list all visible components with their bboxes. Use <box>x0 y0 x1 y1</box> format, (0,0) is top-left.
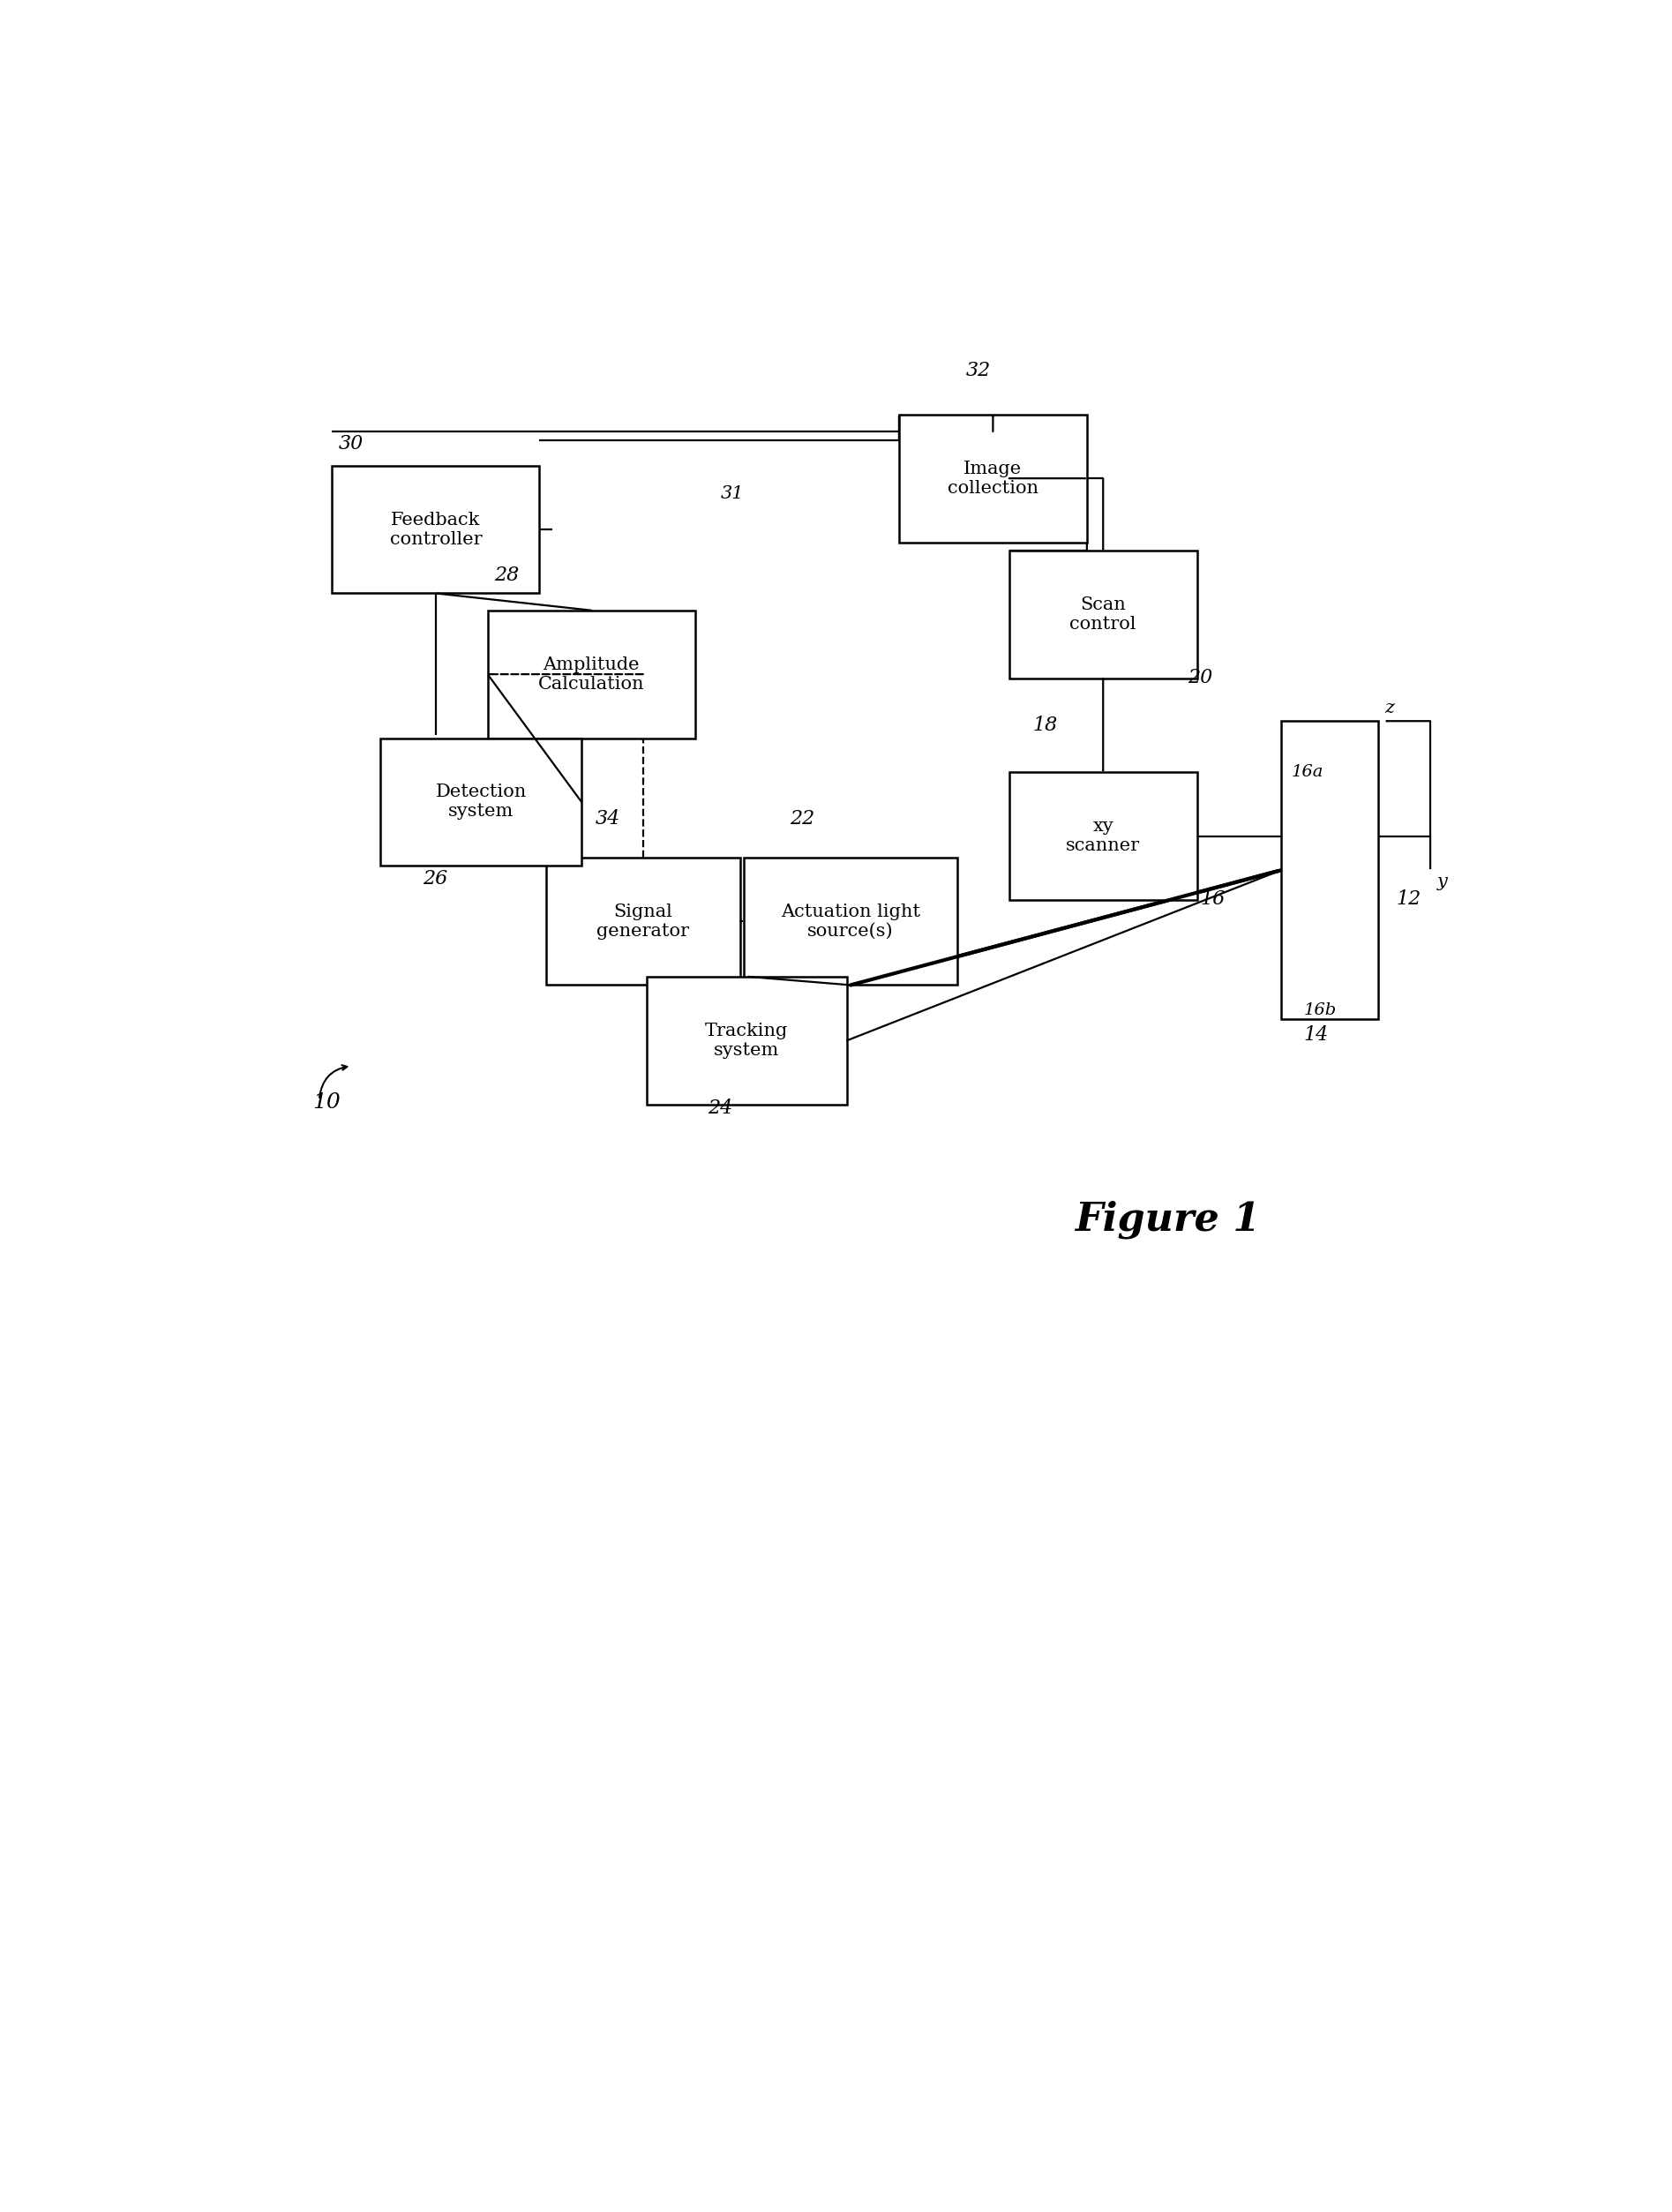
FancyBboxPatch shape <box>1010 772 1197 900</box>
Text: 32: 32 <box>966 361 991 380</box>
Text: 16b: 16b <box>1304 1002 1338 1018</box>
Text: 34: 34 <box>595 810 620 830</box>
Text: 12: 12 <box>1396 889 1421 909</box>
Text: 18: 18 <box>1033 714 1058 734</box>
FancyBboxPatch shape <box>900 414 1087 542</box>
Text: 10: 10 <box>313 1093 341 1113</box>
Text: Signal
generator: Signal generator <box>597 902 689 940</box>
Text: Scan
control: Scan control <box>1070 597 1137 633</box>
FancyBboxPatch shape <box>1010 551 1197 679</box>
Text: Figure 1: Figure 1 <box>1075 1201 1261 1239</box>
Text: Feedback
controller: Feedback controller <box>390 511 482 549</box>
Text: Actuation light
source(s): Actuation light source(s) <box>781 902 920 940</box>
FancyBboxPatch shape <box>545 858 741 984</box>
FancyBboxPatch shape <box>381 739 582 865</box>
Text: 20: 20 <box>1187 668 1212 688</box>
Text: 16: 16 <box>1200 889 1226 909</box>
Text: 22: 22 <box>789 810 814 830</box>
Text: Detection
system: Detection system <box>436 783 527 821</box>
Text: 24: 24 <box>707 1099 732 1117</box>
Text: Amplitude
Calculation: Amplitude Calculation <box>538 657 644 692</box>
Text: z: z <box>1384 699 1394 717</box>
Text: 16a: 16a <box>1291 763 1323 781</box>
FancyBboxPatch shape <box>744 858 958 984</box>
Text: Image
collection: Image collection <box>948 460 1038 495</box>
FancyBboxPatch shape <box>488 611 696 739</box>
Text: 30: 30 <box>338 434 363 453</box>
Text: Tracking
system: Tracking system <box>706 1022 788 1060</box>
Text: xy
scanner: xy scanner <box>1067 818 1140 854</box>
Text: 14: 14 <box>1304 1026 1329 1044</box>
FancyBboxPatch shape <box>333 465 540 593</box>
Text: y: y <box>1436 874 1448 891</box>
FancyBboxPatch shape <box>1281 721 1378 1020</box>
Text: 28: 28 <box>495 566 518 584</box>
FancyBboxPatch shape <box>647 975 848 1104</box>
Text: 31: 31 <box>721 487 744 502</box>
Text: 26: 26 <box>423 869 448 889</box>
